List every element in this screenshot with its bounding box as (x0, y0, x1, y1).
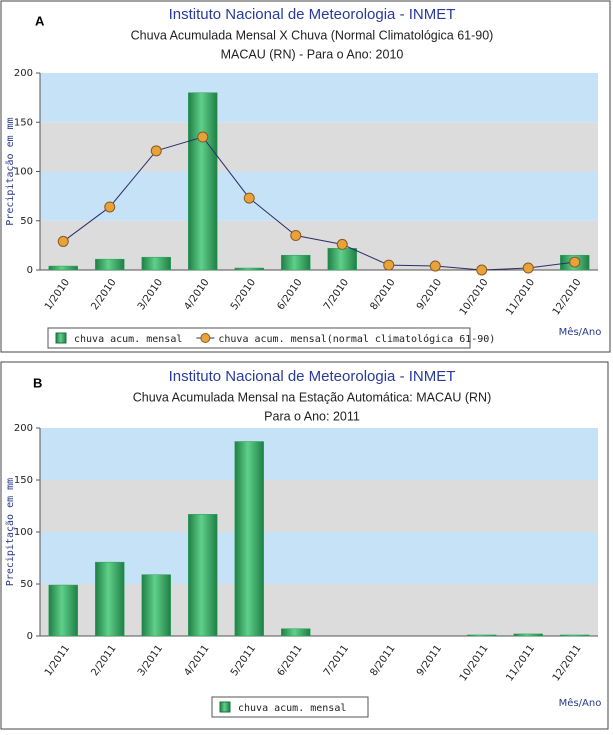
x-tick-label: 11/2011 (504, 643, 537, 683)
x-tick-label: 6/2010 (275, 277, 304, 312)
y-tick-label: 0 (27, 265, 33, 276)
x-tick-label: 9/2010 (415, 277, 444, 312)
bar (281, 254, 311, 271)
line-marker (383, 259, 395, 271)
x-tick-label: 6/2011 (275, 643, 304, 678)
bar (95, 258, 125, 271)
y-tick-label: 200 (14, 68, 33, 79)
chart-title: Instituto Nacional de Meteorologia - INM… (169, 6, 456, 23)
x-tick-label: 10/2010 (458, 277, 491, 317)
panel-label: A (35, 13, 45, 28)
chart-title: Instituto Nacional de Meteorologia - INM… (169, 368, 456, 385)
plot-band (40, 220, 598, 270)
legend-label: chuva acum. mensal (74, 334, 182, 345)
line (62, 136, 575, 271)
x-tick-label: 2/2011 (89, 643, 118, 678)
x-axis-title: Mês/Ano (559, 326, 602, 338)
line-marker (104, 201, 116, 213)
x-tick-label: 3/2010 (136, 277, 165, 312)
x-tick-label: 5/2011 (229, 643, 258, 678)
plot-band (40, 122, 598, 172)
bar (327, 248, 357, 271)
x-tick-label: 9/2011 (415, 643, 444, 678)
x-tick-label: 8/2011 (368, 643, 397, 678)
x-tick-label: 3/2011 (136, 643, 165, 678)
x-tick-label: 4/2011 (182, 643, 211, 678)
bar (48, 265, 78, 271)
line-marker (290, 230, 302, 242)
y-tick-label: 150 (14, 475, 33, 486)
bar (141, 256, 171, 271)
line-marker (197, 131, 209, 143)
x-tick-label: 5/2010 (229, 277, 258, 312)
y-tick-label: 50 (20, 579, 33, 590)
line-marker (476, 264, 488, 276)
x-tick-label: 4/2010 (182, 277, 211, 312)
legend-swatch-marker (200, 333, 211, 343)
bar (467, 634, 497, 637)
x-tick-label: 8/2010 (368, 277, 397, 312)
x-tick-label: 11/2010 (504, 277, 537, 317)
bar (560, 634, 590, 637)
panel-label: B (33, 375, 42, 390)
y-axis-title: Precipitação em mm (5, 478, 16, 586)
y-tick-label: 100 (14, 167, 33, 178)
bar (95, 561, 125, 637)
legend-swatch (219, 701, 231, 713)
bar (234, 441, 264, 637)
y-tick-label: 200 (14, 423, 33, 434)
x-tick-label: 7/2010 (322, 277, 351, 312)
legend-label: chuva acum. mensal (238, 703, 346, 714)
legend-swatch (55, 332, 67, 344)
x-tick-label: 10/2011 (458, 643, 491, 683)
x-tick-label: 1/2010 (43, 277, 72, 312)
x-axis-title: Mês/Ano (559, 697, 602, 709)
line-marker (243, 192, 255, 204)
line-marker (336, 238, 348, 250)
line-marker (522, 262, 534, 274)
line-marker (57, 235, 69, 247)
bar (48, 584, 78, 637)
bar (281, 628, 311, 637)
plot-band (40, 480, 598, 532)
plot-band (40, 428, 598, 480)
x-tick-label: 1/2011 (43, 643, 72, 678)
chart-subtitle: MACAU (RN) - Para o Ano: 2010 (221, 47, 404, 61)
bar (188, 514, 218, 637)
plot-band (40, 73, 598, 123)
y-axis-title: Precipitação em mm (5, 117, 16, 225)
line-marker (429, 260, 441, 272)
y-tick-label: 0 (27, 631, 33, 642)
bar (513, 633, 543, 637)
line-marker (569, 256, 581, 268)
y-tick-label: 150 (14, 117, 33, 128)
y-tick-label: 100 (14, 527, 33, 538)
line-marker (150, 145, 162, 157)
y-tick-label: 50 (20, 216, 33, 227)
bar (141, 574, 171, 637)
plot-band (40, 584, 598, 636)
chart-subtitle: Para o Ano: 2011 (264, 409, 360, 423)
plot-band (40, 171, 598, 221)
bar (234, 267, 264, 271)
x-tick-label: 7/2011 (322, 643, 351, 678)
bar (188, 92, 218, 271)
legend-label: chuva acum. mensal(normal climatológica … (218, 333, 495, 345)
plot-band (40, 532, 598, 584)
frame-b (0, 361, 609, 730)
x-tick-label: 12/2010 (551, 277, 584, 317)
legend-box (211, 696, 369, 718)
frame-a (0, 0, 611, 353)
chart-subtitle: Chuva Acumulada Mensal X Chuva (Normal C… (131, 28, 494, 42)
x-tick-label: 12/2011 (551, 643, 584, 683)
x-tick-label: 2/2010 (89, 277, 118, 312)
legend-box (47, 327, 471, 349)
chart-subtitle: Chuva Acumulada Mensal na Estação Automá… (133, 390, 492, 404)
